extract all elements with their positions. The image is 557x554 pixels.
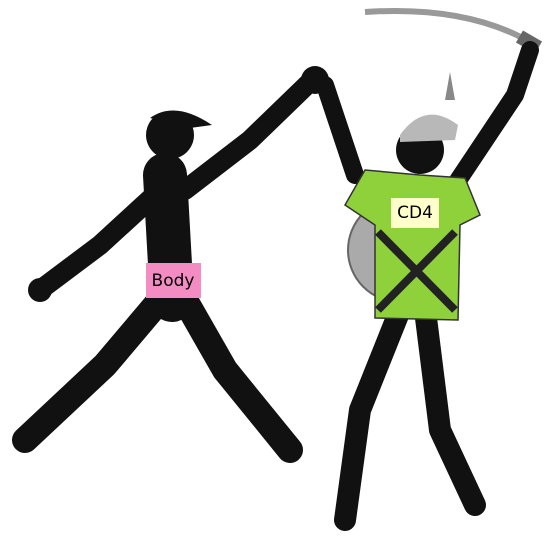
helmet (400, 115, 458, 142)
cd4-label: CD4 (397, 203, 433, 223)
page: Body CD4 (() => { const data = JSON.pars… (0, 0, 557, 554)
right-leg-a (345, 310, 400, 520)
right-leg (185, 300, 290, 450)
left-leg (25, 300, 160, 440)
illustration: Body CD4 (0, 0, 557, 554)
right-leg-b (425, 310, 475, 505)
sword (365, 11, 535, 45)
right-raised-arm-a (325, 85, 355, 175)
helmet-spike (445, 72, 455, 100)
body-label: Body (152, 271, 195, 291)
left-hand (28, 278, 52, 302)
left-arm (40, 190, 160, 290)
left-raised-arm (185, 80, 312, 190)
right-raised-arm-b (455, 50, 530, 185)
